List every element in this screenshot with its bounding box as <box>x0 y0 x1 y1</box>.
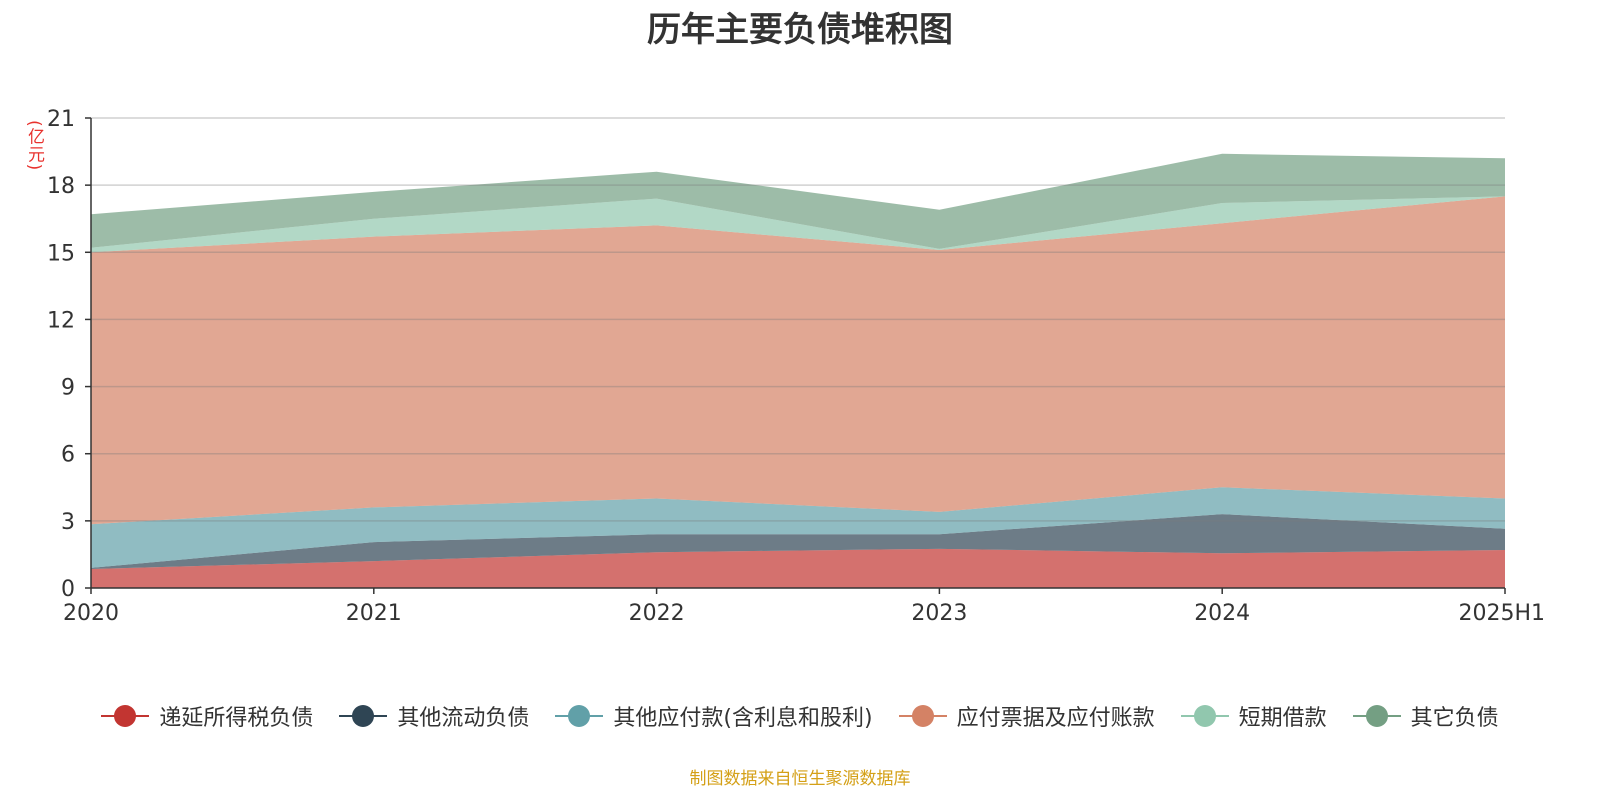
x-tick-label: 2025H1 <box>1458 601 1545 626</box>
y-tick-label: 12 <box>47 308 75 333</box>
legend-item[interactable]: 其他应付款(含利息和股利) <box>555 700 873 732</box>
legend-marker-icon <box>898 704 947 728</box>
y-tick-label: 15 <box>47 241 75 266</box>
legend-label: 其它负债 <box>1410 706 1499 731</box>
x-tick-label: 2020 <box>63 601 119 626</box>
legend-marker-icon <box>339 704 388 728</box>
legend-label: 其他流动负债 <box>397 706 530 731</box>
legend-marker-icon <box>1180 704 1229 728</box>
legend-label: 其他应付款(含利息和股利) <box>613 706 873 731</box>
area-series-1 <box>91 514 1505 569</box>
x-tick-label: 2024 <box>1194 601 1250 626</box>
area-series-0 <box>91 548 1505 588</box>
y-tick-label: 6 <box>61 443 75 468</box>
legend: 递延所得税负债 其他流动负债 其他应付款(含利息和股利) 应付票据及应付账款 短期借款 其… <box>0 700 1600 732</box>
x-tick-label: 2021 <box>346 601 402 626</box>
y-tick-label: 18 <box>47 174 75 199</box>
legend-item[interactable]: 其他流动负债 <box>339 700 529 732</box>
area-series-2 <box>91 487 1505 568</box>
legend-item[interactable]: 其它负债 <box>1352 700 1499 732</box>
legend-marker-icon <box>1352 704 1401 728</box>
area-series-5 <box>91 153 1505 249</box>
legend-item[interactable]: 应付票据及应付账款 <box>898 700 1155 732</box>
area-series-4 <box>91 196 1505 253</box>
legend-label: 短期借款 <box>1238 706 1327 731</box>
x-tick-label: 2023 <box>911 601 967 626</box>
y-tick-label: 21 <box>47 107 75 132</box>
data-source-note: 制图数据来自恒生聚源数据库 <box>689 769 911 789</box>
y-tick-label: 3 <box>61 510 75 535</box>
y-axis-unit: (亿元) <box>24 120 44 172</box>
legend-item[interactable]: 递延所得税负债 <box>101 700 313 732</box>
legend-label: 应付票据及应付账款 <box>956 706 1155 731</box>
chart-title: 历年主要负债堆积图 <box>647 10 953 50</box>
legend-item[interactable]: 短期借款 <box>1180 700 1327 732</box>
y-tick-label: 0 <box>61 577 75 602</box>
legend-label: 递延所得税负债 <box>159 706 314 731</box>
legend-marker-icon <box>101 704 150 728</box>
area-series-3 <box>91 196 1505 525</box>
y-tick-label: 9 <box>61 376 75 401</box>
legend-marker-icon <box>555 704 604 728</box>
x-tick-label: 2022 <box>629 601 685 626</box>
